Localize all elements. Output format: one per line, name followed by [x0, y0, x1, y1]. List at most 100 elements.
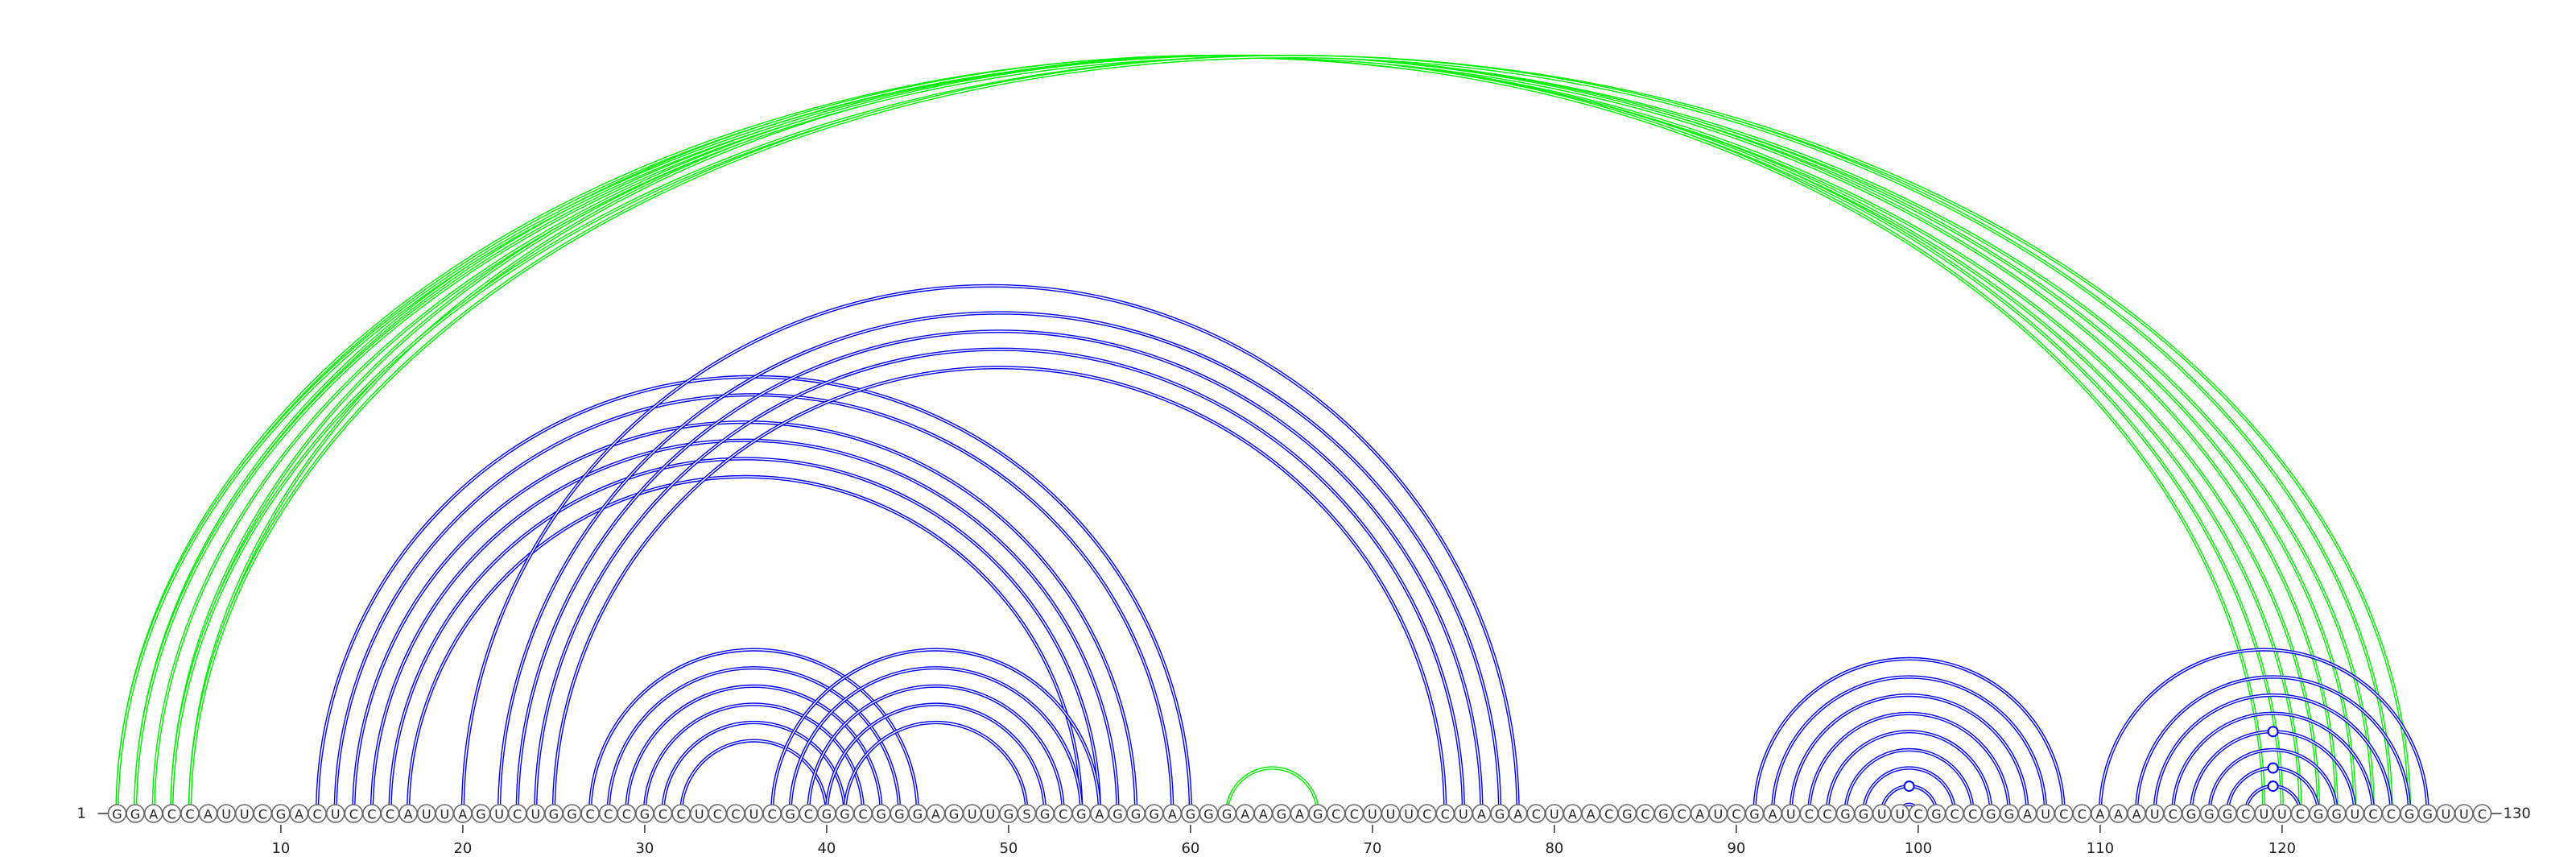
nucleotide-letter: G: [1622, 807, 1632, 822]
nucleotide: G: [2326, 804, 2347, 823]
nucleotide-letter: G: [2331, 807, 2341, 822]
nucleotide: C: [380, 804, 400, 823]
pair-marker: [2267, 726, 2279, 738]
nucleotide-letter: G: [2405, 807, 2414, 822]
pair-arc-1-125: [115, 54, 2375, 814]
nucleotide: C: [1818, 804, 1837, 823]
sequence-start-label: 1: [77, 805, 86, 822]
nucleotide-letter: U: [968, 807, 977, 822]
nucleotide: C: [1672, 804, 1691, 823]
pair-arc-30-42-inner: [644, 703, 864, 814]
nucleotide: G: [999, 804, 1018, 823]
pair-arc-22-77-inner: [498, 312, 1501, 814]
base-pair-arcs: [115, 54, 2429, 814]
nucleotide-letter: G: [640, 807, 650, 822]
pair-arc-39-53-inner: [807, 685, 1064, 814]
pair-arc-95-104-inner: [1827, 731, 1992, 814]
pair-arc-4-120-inner: [171, 56, 2283, 814]
nucleotide: G: [944, 804, 964, 823]
nucleotide-letter: G: [2186, 807, 2196, 822]
nucleotide: G: [107, 804, 127, 823]
nucleotide-letter: U: [331, 807, 341, 822]
nucleotide: G: [1617, 804, 1637, 823]
nucleotide-letter: C: [185, 807, 194, 822]
nucleotide-letter: G: [2004, 807, 2014, 822]
nucleotide-letter: A: [1241, 807, 1249, 822]
nucleotide-letter: C: [1604, 807, 1613, 822]
nucleotide-letter: G: [1840, 807, 1850, 822]
nucleotide-letter: U: [2041, 807, 2050, 822]
pair-arc-112-127-inner: [2136, 676, 2410, 814]
nucleotide-letter: U: [530, 807, 540, 822]
pair-arc-1-122: [115, 54, 2321, 814]
nucleotide-letter: U: [2259, 807, 2268, 822]
nucleotide-letter: G: [1658, 807, 1668, 822]
nucleotide-letter: C: [2478, 807, 2487, 822]
nucleotide-letter: A: [931, 807, 940, 822]
nucleotide-letter: G: [2422, 807, 2432, 822]
nucleotide-letter: A: [1295, 807, 1304, 822]
nucleotide-letter: G: [1113, 807, 1122, 822]
pair-arc-1-125-inner: [116, 56, 2374, 814]
nucleotide: C: [162, 804, 182, 823]
pair-arc-2-121-inner: [134, 56, 2301, 814]
nucleotide-letter: C: [2368, 807, 2377, 822]
nucleotide-letter: U: [1877, 807, 1887, 822]
nucleotide-letter: C: [604, 807, 613, 822]
nucleotide-letter: C: [1441, 807, 1450, 822]
nucleotide-letter: C: [1350, 807, 1359, 822]
nucleotide: A: [1162, 804, 1183, 823]
pair-arc-3-123-inner: [153, 56, 2338, 814]
nucleotide-letter: G: [1131, 807, 1141, 822]
nucleotide: U: [2454, 804, 2474, 823]
nucleotide: C: [617, 804, 637, 823]
tick-label: 120: [2268, 840, 2296, 857]
nucleotide-letter: A: [1769, 807, 1777, 822]
nucleotide: U: [325, 804, 345, 823]
pair-arc-27-45-inner: [589, 648, 919, 814]
nucleotide-letter: C: [2296, 807, 2305, 822]
nucleotide-letter: U: [1404, 807, 1414, 822]
nucleotide: G: [1217, 804, 1236, 823]
nucleotide-letter: U: [1713, 807, 1723, 822]
nucleotide-letter: U: [494, 807, 504, 822]
pair-arc-23-76-inner: [517, 330, 1483, 814]
nucleotide: A: [1253, 804, 1274, 823]
nucleotide: U: [2436, 804, 2456, 823]
nucleotide-letter: U: [1386, 807, 1396, 822]
pair-arc-4-120: [170, 54, 2284, 814]
nucleotide-letter: G: [276, 807, 286, 822]
pair-arc-13-59-inner: [335, 394, 1173, 814]
nucleotide-letter: G: [1040, 807, 1050, 822]
pair-marker: [2267, 780, 2279, 793]
nucleotide-letter: A: [149, 807, 158, 822]
nucleotide-letter: A: [1513, 807, 1522, 822]
nucleotide: U: [744, 804, 764, 823]
pair-arc-40-52-inner: [826, 703, 1046, 814]
nucleotide: C: [1799, 804, 1819, 823]
pair-arc-2-124: [134, 54, 2357, 814]
nucleotide-letter: A: [1587, 807, 1596, 822]
pair-arc-5-119: [188, 54, 2266, 814]
nucleotide: C: [507, 804, 527, 823]
nucleotide-letter: G: [1859, 807, 1868, 822]
tick-label: 80: [1545, 840, 1563, 857]
nucleotide: U: [234, 804, 254, 823]
nucleotide-letter: C: [1913, 807, 1922, 822]
nucleotide: U: [2254, 804, 2274, 823]
nucleotide: U: [1363, 804, 1382, 823]
nucleotide: C: [2290, 804, 2310, 823]
nucleotide-letter: G: [1149, 807, 1158, 822]
nucleotide-letter: C: [622, 807, 631, 822]
nucleotide: U: [689, 804, 709, 823]
pair-arc-38-54-inner: [790, 667, 1082, 814]
nucleotide: G: [1199, 804, 1219, 823]
nucleotide: C: [2381, 804, 2401, 823]
pair-arc-2-124-inner: [134, 56, 2355, 814]
nucleotide: A: [1472, 804, 1492, 823]
nucleotide-letter: A: [404, 807, 413, 822]
nucleotide-letter: G: [1277, 807, 1286, 822]
nucleotide-letter: C: [258, 807, 267, 822]
